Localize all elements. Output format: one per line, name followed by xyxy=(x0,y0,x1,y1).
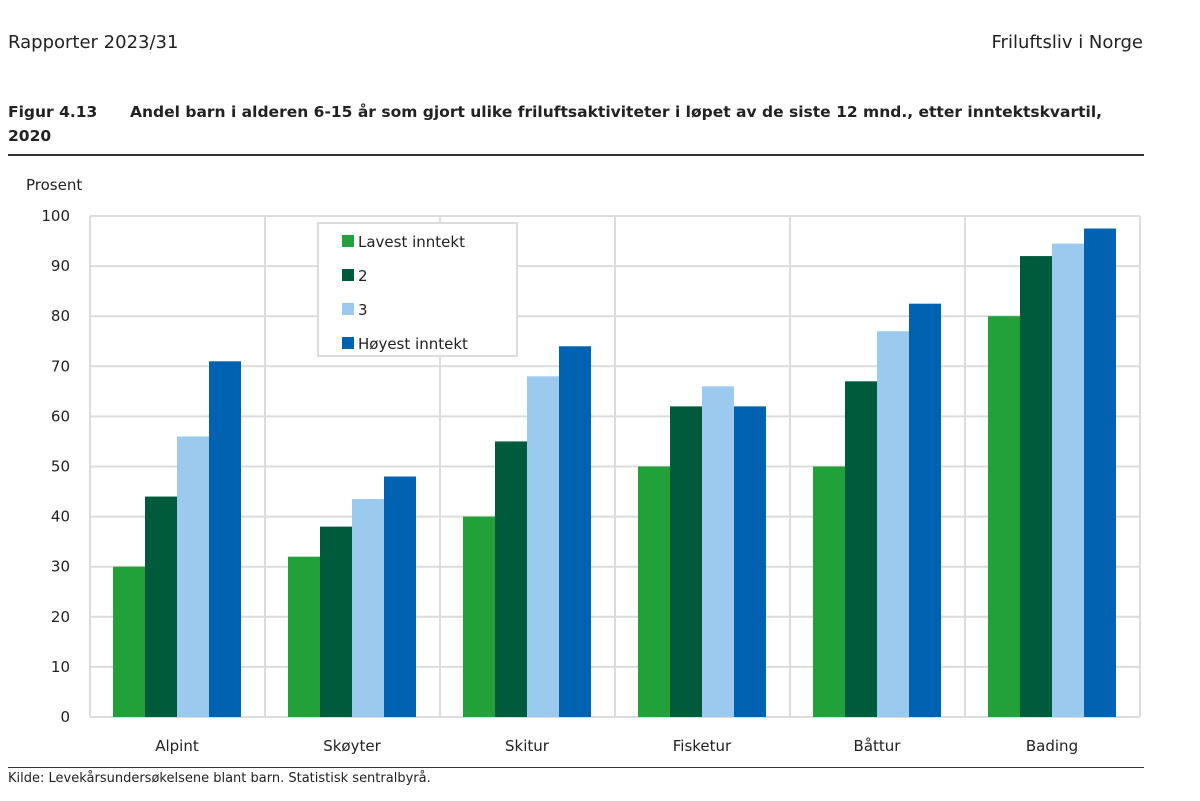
bar-skøyter-3 xyxy=(352,499,384,717)
figure-title: Figur 4.13 Andel barn i alderen 6-15 år s… xyxy=(8,100,1108,148)
bar-alpint-2 xyxy=(145,496,177,717)
x-tick-label: Fisketur xyxy=(673,737,732,755)
y-tick-label: 30 xyxy=(51,558,70,576)
bar-alpint-1 xyxy=(113,566,145,717)
source-note: Kilde: Levekårsundersøkelsene blant barn… xyxy=(8,771,431,786)
bar-båttur-1 xyxy=(813,466,845,717)
legend-swatch xyxy=(342,235,354,247)
bar-skitur-1 xyxy=(463,516,495,717)
legend-label: Høyest inntekt xyxy=(358,335,468,353)
bar-bading-4 xyxy=(1084,228,1116,717)
x-tick-label: Båttur xyxy=(854,737,902,755)
x-tick-label: Alpint xyxy=(155,737,199,755)
bar-bading-2 xyxy=(1020,256,1052,717)
report-header-right: Friluftsliv i Norge xyxy=(991,32,1143,53)
y-tick-label: 100 xyxy=(41,207,70,225)
x-tick-label: Bading xyxy=(1026,737,1078,755)
bar-båttur-3 xyxy=(877,331,909,717)
y-tick-label: 70 xyxy=(51,357,70,375)
x-tick-label: Skøyter xyxy=(323,737,381,755)
y-tick-label: 20 xyxy=(51,608,70,626)
report-header-left: Rapporter 2023/31 xyxy=(8,32,179,53)
title-rule xyxy=(8,154,1144,156)
legend-swatch xyxy=(342,269,354,281)
y-tick-label: 50 xyxy=(51,458,70,476)
bar-skøyter-1 xyxy=(288,556,320,717)
bar-bading-3 xyxy=(1052,243,1084,717)
bar-fisketur-3 xyxy=(702,386,734,717)
legend-label: 2 xyxy=(358,267,368,285)
bar-alpint-3 xyxy=(177,436,209,717)
legend-swatch xyxy=(342,337,354,349)
y-tick-label: 60 xyxy=(51,407,70,425)
bar-fisketur-4 xyxy=(734,406,766,717)
legend-swatch xyxy=(342,303,354,315)
bar-skøyter-4 xyxy=(384,476,416,717)
legend-label: 3 xyxy=(358,301,368,319)
bar-bading-1 xyxy=(988,316,1020,717)
y-axis-label: Prosent xyxy=(26,176,83,194)
bar-skitur-3 xyxy=(527,376,559,717)
bar-skitur-4 xyxy=(559,346,591,717)
legend-label: Lavest inntekt xyxy=(358,233,465,251)
bar-skøyter-2 xyxy=(320,526,352,717)
bar-skitur-2 xyxy=(495,441,527,717)
figure-caption: Andel barn i alderen 6-15 år som gjort u… xyxy=(8,103,1103,145)
source-rule xyxy=(8,767,1144,768)
x-tick-label: Skitur xyxy=(505,737,550,755)
figure-number: Figur 4.13 xyxy=(8,103,98,121)
y-tick-label: 10 xyxy=(51,658,70,676)
bar-alpint-4 xyxy=(209,361,241,717)
bar-båttur-4 xyxy=(909,303,941,717)
y-tick-label: 0 xyxy=(60,708,70,726)
bar-båttur-2 xyxy=(845,381,877,717)
y-tick-label: 40 xyxy=(51,508,70,526)
bar-fisketur-2 xyxy=(670,406,702,717)
y-tick-label: 90 xyxy=(51,257,70,275)
bar-fisketur-1 xyxy=(638,466,670,717)
y-tick-label: 80 xyxy=(51,307,70,325)
